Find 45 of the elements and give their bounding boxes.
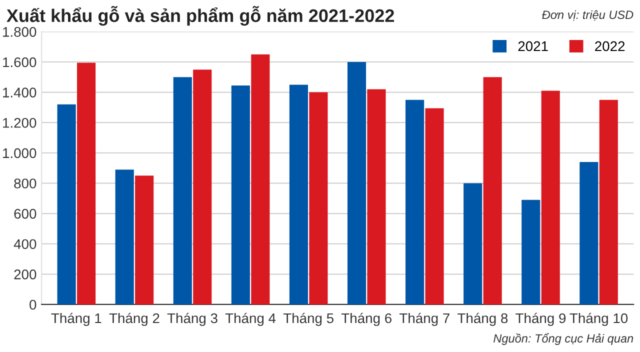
bar bbox=[289, 84, 308, 304]
x-tick-label: Tháng 1 bbox=[51, 312, 102, 326]
bar bbox=[135, 176, 154, 304]
bar bbox=[541, 90, 560, 304]
bar bbox=[580, 162, 598, 304]
bar bbox=[77, 62, 96, 304]
y-tick-label: 600 bbox=[14, 208, 36, 219]
y-tick-label: 200 bbox=[14, 270, 36, 280]
x-tick-label: Tháng 8 bbox=[458, 312, 508, 326]
x-tick-label: Tháng 9 bbox=[516, 312, 566, 326]
x-tick-label: Tháng 5 bbox=[283, 312, 334, 326]
bar bbox=[522, 200, 540, 304]
x-tick-label: Tháng 3 bbox=[167, 312, 218, 326]
bar bbox=[367, 89, 386, 304]
text: Đơn vị: triệu USD bbox=[542, 10, 634, 21]
y-tick-label: 1.000 bbox=[3, 148, 36, 158]
text: Nguồn: Tổng cục Hải quan bbox=[494, 332, 634, 345]
bar bbox=[599, 100, 618, 304]
y-tick-label: 1.400 bbox=[3, 88, 36, 98]
y-tick-label: 1.800 bbox=[3, 27, 36, 37]
legend-label: 2021 bbox=[518, 41, 548, 52]
bar bbox=[251, 54, 270, 304]
y-tick-label: 1.600 bbox=[3, 57, 36, 68]
bar bbox=[173, 77, 192, 304]
bar bbox=[115, 170, 134, 304]
bar bbox=[231, 85, 250, 304]
bar bbox=[464, 183, 482, 304]
bar bbox=[57, 104, 76, 304]
bar bbox=[406, 100, 424, 304]
bar bbox=[193, 70, 212, 304]
y-tick-label: 0 bbox=[30, 300, 36, 310]
legend-label: 2022 bbox=[595, 41, 625, 52]
x-tick-label: Tháng 6 bbox=[341, 312, 392, 326]
chart-title: Xuất khẩu gỗ và sản phẩm gỗ năm 2021-2022 bbox=[6, 6, 394, 26]
y-tick-label: 1.200 bbox=[3, 118, 36, 128]
x-tick-label: Tháng 2 bbox=[109, 312, 160, 326]
bar bbox=[309, 92, 328, 304]
bar bbox=[425, 108, 444, 304]
bar bbox=[483, 77, 502, 304]
x-tick-label: Tháng 7 bbox=[399, 312, 450, 326]
x-tick-label: Tháng 10 bbox=[570, 312, 628, 326]
bar bbox=[347, 62, 366, 304]
y-tick-label: 800 bbox=[14, 178, 36, 188]
y-tick-label: 400 bbox=[14, 239, 36, 250]
x-tick-label: Tháng 4 bbox=[225, 312, 276, 326]
